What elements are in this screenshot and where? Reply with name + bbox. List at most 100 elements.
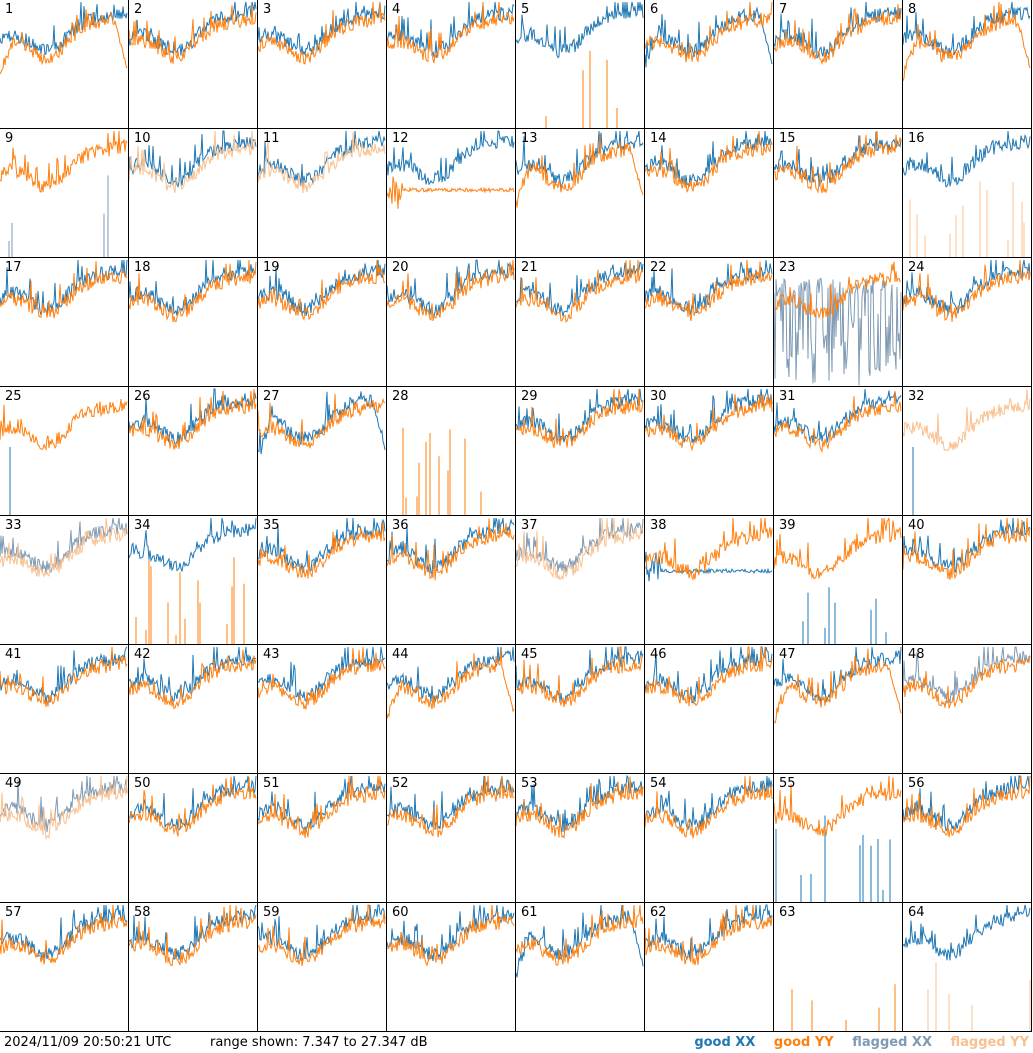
trace-xx-38 bbox=[645, 551, 773, 582]
antenna-panel-63[interactable]: 63 bbox=[774, 903, 903, 1032]
antenna-panel-6[interactable]: 6 bbox=[645, 0, 774, 129]
panel-number: 52 bbox=[392, 776, 409, 791]
panel-number: 30 bbox=[650, 389, 667, 404]
panel-plot-39 bbox=[774, 517, 902, 644]
antenna-panel-46[interactable]: 46 bbox=[645, 645, 774, 774]
panel-plot-12 bbox=[387, 130, 515, 209]
panel-number: 7 bbox=[779, 2, 788, 17]
panel-plot-13 bbox=[516, 130, 644, 208]
panel-number: 60 bbox=[392, 905, 409, 920]
trace-yy-47 bbox=[774, 648, 902, 725]
panel-number: 10 bbox=[134, 131, 151, 146]
antenna-panel-27[interactable]: 27 bbox=[258, 387, 387, 516]
antenna-panel-41[interactable]: 41 bbox=[0, 645, 129, 774]
antenna-panel-49[interactable]: 49 bbox=[0, 774, 129, 903]
antenna-panel-8[interactable]: 8 bbox=[903, 0, 1032, 129]
antenna-panel-7[interactable]: 7 bbox=[774, 0, 903, 129]
antenna-panel-36[interactable]: 36 bbox=[387, 516, 516, 645]
antenna-panel-18[interactable]: 18 bbox=[129, 258, 258, 387]
antenna-panel-34[interactable]: 34 bbox=[129, 516, 258, 645]
antenna-panel-19[interactable]: 19 bbox=[258, 258, 387, 387]
antenna-panel-2[interactable]: 2 bbox=[129, 0, 258, 129]
trace-yy-2 bbox=[129, 4, 257, 64]
antenna-panel-39[interactable]: 39 bbox=[774, 516, 903, 645]
panel-plot-26 bbox=[129, 388, 257, 450]
antenna-panel-42[interactable]: 42 bbox=[129, 645, 258, 774]
antenna-panel-13[interactable]: 13 bbox=[516, 129, 645, 258]
panel-plot-22 bbox=[645, 259, 773, 321]
antenna-panel-3[interactable]: 3 bbox=[258, 0, 387, 129]
antenna-panel-58[interactable]: 58 bbox=[129, 903, 258, 1032]
trace-yy-40 bbox=[903, 517, 1031, 581]
antenna-panel-47[interactable]: 47 bbox=[774, 645, 903, 774]
antenna-panel-61[interactable]: 61 bbox=[516, 903, 645, 1032]
antenna-panel-51[interactable]: 51 bbox=[258, 774, 387, 903]
antenna-panel-1[interactable]: 1 bbox=[0, 0, 129, 129]
panel-plot-1 bbox=[0, 1, 128, 75]
antenna-panel-59[interactable]: 59 bbox=[258, 903, 387, 1032]
panel-number: 5 bbox=[521, 2, 530, 17]
antenna-panel-4[interactable]: 4 bbox=[387, 0, 516, 129]
panel-plot-63 bbox=[791, 984, 896, 1031]
trace-yy-60 bbox=[387, 904, 515, 967]
panel-plot-59 bbox=[258, 904, 386, 966]
trace-xx-4 bbox=[387, 1, 515, 58]
trace-xx-46 bbox=[645, 646, 773, 704]
antenna-panel-43[interactable]: 43 bbox=[258, 645, 387, 774]
antenna-panel-55[interactable]: 55 bbox=[774, 774, 903, 903]
antenna-panel-31[interactable]: 31 bbox=[774, 387, 903, 516]
antenna-panel-33[interactable]: 33 bbox=[0, 516, 129, 645]
antenna-panel-45[interactable]: 45 bbox=[516, 645, 645, 774]
antenna-panel-44[interactable]: 44 bbox=[387, 645, 516, 774]
antenna-panel-53[interactable]: 53 bbox=[516, 774, 645, 903]
antenna-panel-64[interactable]: 64 bbox=[903, 903, 1032, 1032]
antenna-panel-57[interactable]: 57 bbox=[0, 903, 129, 1032]
trace-xx-16 bbox=[903, 130, 1031, 188]
antenna-panel-56[interactable]: 56 bbox=[903, 774, 1032, 903]
trace-yy-35 bbox=[258, 522, 386, 579]
antenna-panel-52[interactable]: 52 bbox=[387, 774, 516, 903]
panel-number: 55 bbox=[779, 776, 796, 791]
antenna-panel-25[interactable]: 25 bbox=[0, 387, 129, 516]
antenna-panel-21[interactable]: 21 bbox=[516, 258, 645, 387]
antenna-panel-16[interactable]: 16 bbox=[903, 129, 1032, 258]
antenna-panel-30[interactable]: 30 bbox=[645, 387, 774, 516]
antenna-panel-54[interactable]: 54 bbox=[645, 774, 774, 903]
panel-plot-45 bbox=[516, 646, 644, 708]
antenna-panel-28[interactable]: 28 bbox=[387, 387, 516, 516]
trace-yy-55 bbox=[774, 775, 902, 836]
antenna-panel-40[interactable]: 40 bbox=[903, 516, 1032, 645]
antenna-panel-24[interactable]: 24 bbox=[903, 258, 1032, 387]
antenna-panel-20[interactable]: 20 bbox=[387, 258, 516, 387]
antenna-panel-17[interactable]: 17 bbox=[0, 258, 129, 387]
trace-xx-17 bbox=[0, 259, 128, 316]
panel-number: 54 bbox=[650, 776, 667, 791]
antenna-panel-60[interactable]: 60 bbox=[387, 903, 516, 1032]
antenna-panel-29[interactable]: 29 bbox=[516, 387, 645, 516]
trace-yy-34 bbox=[135, 557, 245, 644]
antenna-panel-12[interactable]: 12 bbox=[387, 129, 516, 258]
antenna-panel-11[interactable]: 11 bbox=[258, 129, 387, 258]
panel-plot-49 bbox=[0, 775, 128, 840]
antenna-panel-10[interactable]: 10 bbox=[129, 129, 258, 258]
antenna-panel-5[interactable]: 5 bbox=[516, 0, 645, 129]
panel-number: 12 bbox=[392, 131, 409, 146]
antenna-panel-38[interactable]: 38 bbox=[645, 516, 774, 645]
antenna-panel-23[interactable]: 23 bbox=[774, 258, 903, 387]
antenna-panel-15[interactable]: 15 bbox=[774, 129, 903, 258]
panel-plot-2 bbox=[129, 1, 257, 64]
antenna-panel-35[interactable]: 35 bbox=[258, 516, 387, 645]
panel-number: 24 bbox=[908, 260, 925, 275]
antenna-panel-26[interactable]: 26 bbox=[129, 387, 258, 516]
antenna-panel-22[interactable]: 22 bbox=[645, 258, 774, 387]
trace-yy-57 bbox=[0, 904, 128, 965]
antenna-panel-62[interactable]: 62 bbox=[645, 903, 774, 1032]
antenna-panel-14[interactable]: 14 bbox=[645, 129, 774, 258]
antenna-panel-37[interactable]: 37 bbox=[516, 516, 645, 645]
panel-plot-62 bbox=[645, 904, 773, 966]
antenna-panel-48[interactable]: 48 bbox=[903, 645, 1032, 774]
antenna-panel-32[interactable]: 32 bbox=[903, 387, 1032, 516]
antenna-panel-50[interactable]: 50 bbox=[129, 774, 258, 903]
antenna-panel-9[interactable]: 9 bbox=[0, 129, 129, 258]
